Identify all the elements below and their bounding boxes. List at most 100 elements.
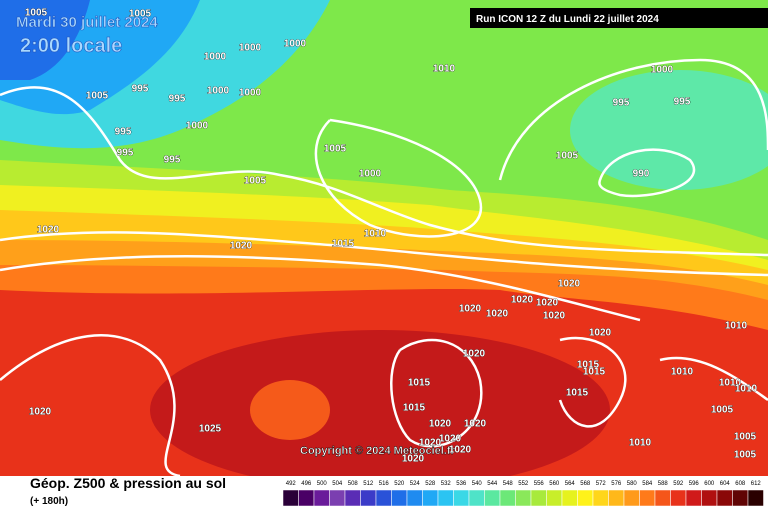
- legend-label: 576: [611, 481, 622, 487]
- isobar-label: 1010: [433, 64, 456, 75]
- legend-label: 508: [348, 481, 359, 487]
- legend-label: 556: [534, 481, 545, 487]
- isobar-label: 1005: [734, 450, 757, 461]
- isobar-label: 1000: [359, 169, 382, 180]
- legend-label: 612: [751, 481, 762, 487]
- isobar-label: 1010: [671, 367, 694, 378]
- legend-label: 504: [332, 481, 343, 487]
- isobar-label: 1015: [577, 360, 600, 371]
- legend-label: 536: [456, 481, 467, 487]
- legend-label: 512: [363, 481, 374, 487]
- band: [0, 0, 90, 80]
- isobar-label: 1020: [402, 454, 425, 465]
- legend-label: 564: [565, 481, 576, 487]
- isobar-label: 1020: [439, 434, 462, 445]
- legend-swatch: [639, 489, 656, 507]
- heat-core: [150, 330, 610, 490]
- legend-swatch: [654, 489, 671, 507]
- isobar-label: 1015: [408, 378, 431, 389]
- date-label: Mardi 30 juillet 2024: [16, 14, 158, 31]
- isobar-label: 1015: [403, 403, 426, 414]
- legend-swatch: [344, 489, 361, 507]
- isobar-label: 1010: [719, 378, 742, 389]
- legend-label: 520: [394, 481, 405, 487]
- isobar-label: 1005: [129, 9, 152, 20]
- legend-label: 572: [596, 481, 607, 487]
- legend-swatch: [468, 489, 485, 507]
- legend-swatch: [298, 489, 315, 507]
- isobar-label: 1005: [244, 176, 267, 187]
- footer-title: Géop. Z500 & pression au sol: [30, 475, 226, 491]
- legend-swatch: [732, 489, 749, 507]
- isobar-label: 990: [633, 169, 650, 180]
- isobar-label: 995: [132, 84, 149, 95]
- legend-label: 580: [627, 481, 638, 487]
- legend-swatch: [515, 489, 532, 507]
- legend-swatch: [670, 489, 687, 507]
- isobar: [0, 86, 768, 257]
- legend-label: 600: [704, 481, 715, 487]
- legend-label: 524: [410, 481, 421, 487]
- isobar: [314, 118, 483, 238]
- isobar-label: 1020: [419, 438, 442, 449]
- isobar-label: 1020: [558, 279, 581, 290]
- heat-spot: [250, 380, 330, 440]
- legend-swatch: [577, 489, 594, 507]
- legend-swatch: [623, 489, 640, 507]
- isobar-label: 1020: [429, 419, 452, 430]
- legend-label: 532: [441, 481, 452, 487]
- legend-label: 548: [503, 481, 514, 487]
- isobar-label: 1000: [239, 43, 262, 54]
- isobar: [390, 338, 483, 448]
- isobar-label: 1005: [556, 151, 579, 162]
- isobar-label: 995: [115, 127, 132, 138]
- isobar: [659, 356, 768, 402]
- legend-swatch: [437, 489, 454, 507]
- isobar-label: 1010: [629, 438, 652, 449]
- isobar: [0, 255, 641, 322]
- footer-subtitle: (+ 180h): [30, 496, 68, 507]
- legend-swatch: [701, 489, 718, 507]
- legend-label: 560: [549, 481, 560, 487]
- isobar-label: 1000: [186, 121, 209, 132]
- legend-swatch: [422, 489, 439, 507]
- isobar-label: 995: [117, 148, 134, 159]
- legend-swatch: [391, 489, 408, 507]
- isobar-label: 1000: [284, 39, 307, 50]
- isobar-label: 1020: [464, 419, 487, 430]
- isobar-label: 1020: [589, 328, 612, 339]
- legend-label: 500: [317, 481, 328, 487]
- isobar-label: 1005: [711, 405, 734, 416]
- isobar-label: 1020: [511, 295, 534, 306]
- isobar-label: 1005: [734, 432, 757, 443]
- legend-swatch: [282, 489, 299, 507]
- legend-label: 496: [301, 481, 312, 487]
- isobar-label: 1020: [536, 298, 559, 309]
- legend-label: 608: [735, 481, 746, 487]
- legend-label: 528: [425, 481, 436, 487]
- legend-swatch: [546, 489, 563, 507]
- isobar-label: 995: [613, 98, 630, 109]
- isobar-label: 995: [169, 94, 186, 105]
- isobar-label: 1020: [543, 311, 566, 322]
- legend-swatch: [375, 489, 392, 507]
- legend-swatch: [561, 489, 578, 507]
- isobar-label: 1020: [29, 407, 52, 418]
- run-box: [470, 8, 768, 28]
- legend-label: 596: [689, 481, 700, 487]
- band: [570, 70, 768, 190]
- legend-swatch: [313, 489, 330, 507]
- legend-swatch: [530, 489, 547, 507]
- isobar-label: 1020: [459, 304, 482, 315]
- legend-swatch: [360, 489, 377, 507]
- isobar-label: 1010: [725, 321, 748, 332]
- legend-label: 584: [642, 481, 653, 487]
- isobar: [0, 334, 181, 478]
- isobar-label: 995: [674, 97, 691, 108]
- isobar-label: 1015: [566, 388, 589, 399]
- legend-label: 552: [518, 481, 529, 487]
- legend-label: 568: [580, 481, 591, 487]
- isobar: [0, 231, 768, 277]
- legend-label: 544: [487, 481, 498, 487]
